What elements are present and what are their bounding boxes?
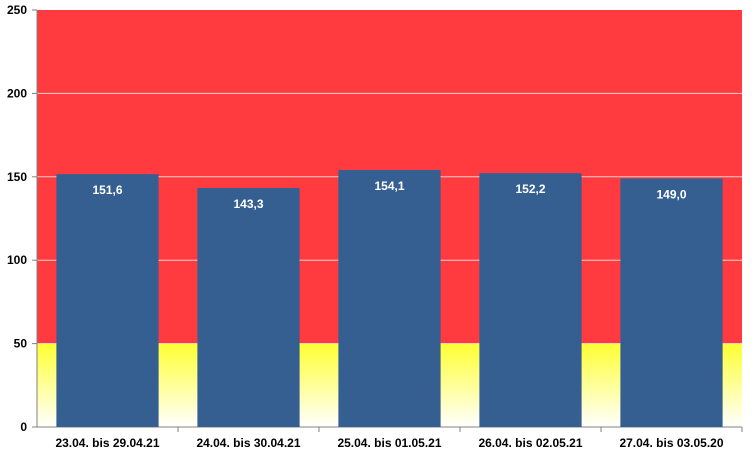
x-category-label: 25.04. bis 01.05.21: [337, 436, 441, 450]
bar: [56, 174, 159, 427]
x-category-label: 27.04. bis 03.05.20: [619, 436, 723, 450]
data-label: 143,3: [233, 197, 263, 211]
x-category-label: 23.04. bis 29.04.21: [55, 436, 159, 450]
data-label: 149,0: [656, 187, 686, 201]
bar: [479, 173, 582, 427]
y-tick-label: 200: [7, 86, 27, 100]
bar: [197, 187, 300, 427]
x-category-label: 26.04. bis 02.05.21: [478, 436, 582, 450]
data-label: 152,2: [515, 182, 545, 196]
data-label: 154,1: [374, 179, 404, 193]
y-tick-label: 250: [7, 3, 27, 17]
y-tick-label: 0: [20, 420, 27, 434]
y-tick-label: 100: [7, 253, 27, 267]
y-tick-label: 150: [7, 170, 27, 184]
bar: [620, 178, 723, 427]
y-tick-label: 50: [14, 337, 28, 351]
bar: [338, 169, 441, 428]
x-category-label: 24.04. bis 30.04.21: [196, 436, 300, 450]
data-label: 151,6: [92, 183, 122, 197]
